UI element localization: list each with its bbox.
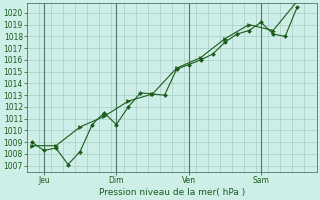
X-axis label: Pression niveau de la mer( hPa ): Pression niveau de la mer( hPa ) (99, 188, 245, 197)
